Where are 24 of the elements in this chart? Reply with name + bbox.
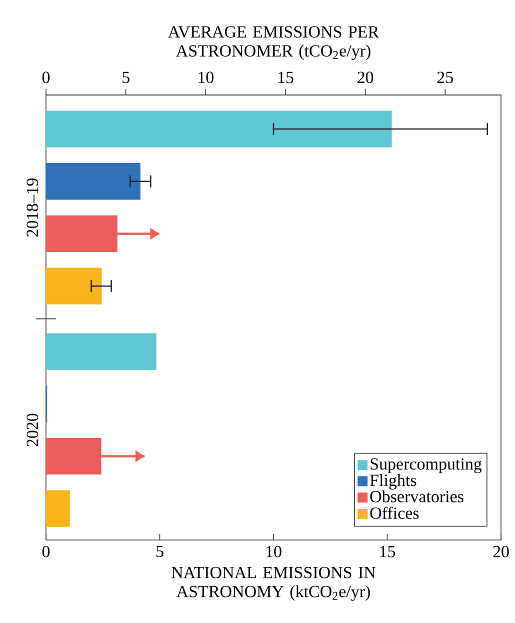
y-tick-label: 2020 [26, 414, 38, 446]
bar [46, 490, 70, 527]
x2-tick-label: 20 [357, 72, 374, 84]
x-axis-title: NATIONAL EMISSIONS IN ASTRONOMY (ktCO$_{2}$e/yr) [171, 566, 376, 601]
x2-tick-label: 25 [437, 72, 453, 84]
x2-tick-label: 15 [278, 72, 294, 84]
x-tick-label: 20 [493, 546, 509, 558]
legend-label: Flights [370, 474, 416, 490]
bar [46, 333, 156, 370]
legend-label: Offices [370, 506, 419, 519]
legend-label: Observatories [370, 490, 464, 502]
y-tick-label: 2018–19 [26, 178, 38, 237]
x-tick-label: 10 [266, 546, 282, 558]
bar [46, 110, 392, 148]
x2-tick-label: 0 [42, 72, 50, 84]
bar [46, 268, 102, 304]
x2-axis-title: AVERAGE EMISSIONS PER ASTRONOMER (tCO$_{2}$e/yr) [168, 26, 379, 60]
legend-label: Supercomputing [370, 458, 482, 474]
x-tick-label: 0 [42, 546, 50, 558]
bar [46, 163, 140, 200]
x2-tick-label: 10 [198, 72, 214, 84]
x-tick-label: 15 [380, 546, 396, 558]
x-tick-label: 5 [156, 546, 164, 558]
x2-tick-label: 5 [122, 72, 130, 84]
